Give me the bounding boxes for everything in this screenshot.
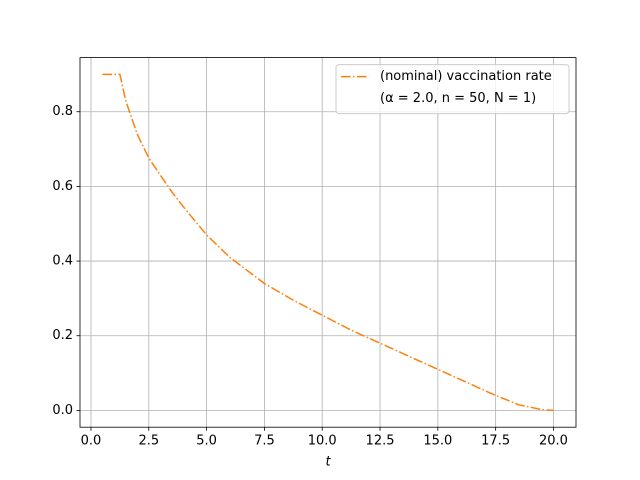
x-tick-label: 17.5 <box>481 434 510 449</box>
x-tick-label: 5.0 <box>196 434 217 449</box>
y-tick-label: 0.0 <box>52 403 73 418</box>
y-tick-label: 0.2 <box>52 328 73 343</box>
x-tick-label: 0.0 <box>81 434 102 449</box>
x-tick-label: 20.0 <box>539 434 568 449</box>
x-axis-label: t <box>325 455 331 470</box>
y-tick-label: 0.8 <box>52 104 73 119</box>
y-tick-label: 0.6 <box>52 179 73 194</box>
y-tick-label: 0.4 <box>52 254 73 269</box>
data-line <box>102 73 554 412</box>
legend-note: (α = 2.0, n = 50, N = 1) <box>380 91 536 106</box>
plot-frame <box>79 57 577 428</box>
legend-label: (nominal) vaccination rate <box>380 69 552 84</box>
x-tick-label: 10.0 <box>308 434 337 449</box>
x-tick-label: 12.5 <box>366 434 395 449</box>
x-tick-label: 7.5 <box>254 434 275 449</box>
x-tick-label: 2.5 <box>138 434 159 449</box>
legend-box <box>335 64 570 115</box>
x-tick-label: 15.0 <box>423 434 452 449</box>
